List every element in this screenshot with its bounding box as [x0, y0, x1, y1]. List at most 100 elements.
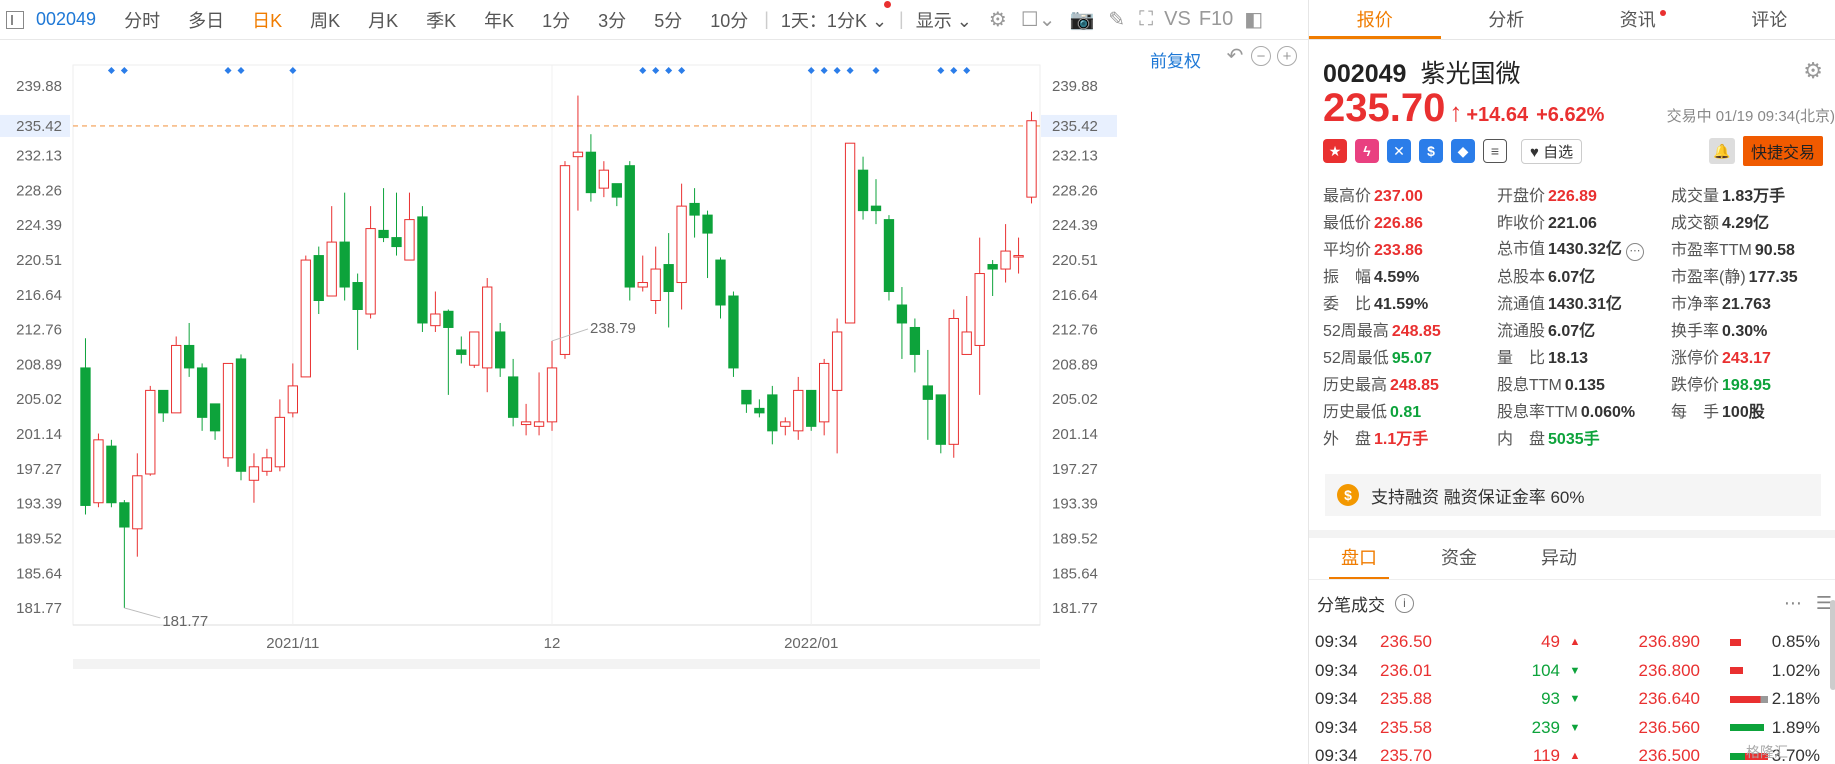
- quote-label: 成交额: [1671, 214, 1720, 232]
- kline-chart[interactable]: 2021/11 12 2022/01 239.88 239.88 235.42 235.42…: [0, 40, 1308, 764]
- tick-time: 09:34: [1315, 717, 1358, 737]
- more-icon[interactable]: ⋯: [1625, 242, 1644, 261]
- quote-row: 52周最低 95.07 量 比 18.13 涨停价 243.17: [1323, 342, 1833, 369]
- margin-banner[interactable]: $ 支持融资 融资保证金率 60%: [1325, 474, 1821, 516]
- dollar-icon[interactable]: $: [1419, 139, 1443, 163]
- quote-value: 90.58: [1754, 241, 1795, 259]
- quote-value: 6.07亿: [1548, 322, 1596, 340]
- tab-order-book[interactable]: 盘口: [1329, 538, 1389, 579]
- panel-icon[interactable]: ◧: [1244, 9, 1264, 31]
- square-select-icon[interactable]: ☐⌄: [1020, 9, 1056, 31]
- display-select[interactable]: 显示 ⌄: [915, 10, 972, 31]
- tab-news[interactable]: 资讯: [1572, 0, 1704, 39]
- period-tab-0[interactable]: 分时: [124, 10, 161, 31]
- tick-row: 09:34 235.58 239 ▼ 236.560 1.89%: [1315, 714, 1825, 743]
- tick-price: 235.70: [1380, 746, 1432, 764]
- period-tabs: 分时 多日 日K 周K 月K 季K 年K 1分 3分 5分 10分: [110, 7, 762, 33]
- period-tab-10[interactable]: 10分: [710, 10, 749, 31]
- y-tick-label-left: 201.14: [16, 426, 62, 443]
- tab-anomaly[interactable]: 异动: [1541, 548, 1577, 568]
- tick-time: 09:34: [1315, 689, 1358, 709]
- tab-analysis[interactable]: 分析: [1488, 10, 1525, 30]
- y-tick-label-right: 216.64: [1052, 287, 1098, 304]
- tick-price: 236.01: [1380, 660, 1432, 680]
- connect-icon[interactable]: ✕: [1387, 139, 1411, 163]
- quote-label: 外 盘: [1323, 430, 1372, 448]
- quote-value: 0.060%: [1580, 403, 1636, 421]
- quick-trade-button[interactable]: 快捷交易: [1742, 136, 1823, 166]
- quote-label: 总股本: [1497, 268, 1546, 286]
- quote-label: 52周最低: [1323, 349, 1389, 367]
- price-line: 235.70 ↑ +14.64 +6.62% 交易中 01/19 09:34(北…: [1323, 86, 1835, 131]
- quote-value: 4.59%: [1374, 268, 1420, 286]
- range-select[interactable]: 1天：1分K ⌄: [781, 0, 892, 33]
- kline-svg[interactable]: 2021/11 12 2022/01 239.88 239.88 235.42 235.42…: [0, 40, 1308, 764]
- period-tab-9[interactable]: 5分: [654, 10, 683, 31]
- bell-icon[interactable]: 🔔: [1708, 138, 1735, 164]
- period-tab-6[interactable]: 年K: [484, 10, 515, 31]
- quote-cell: 流通值 1430.31亿: [1497, 290, 1671, 314]
- quote-cell: 总股本 6.07亿: [1497, 263, 1671, 287]
- vs-button[interactable]: VS: [1164, 8, 1191, 30]
- zoom-in-icon[interactable]: +: [1277, 46, 1297, 66]
- price-change-pct: +6.62%: [1536, 104, 1605, 126]
- quote-label: 流通值: [1497, 295, 1546, 313]
- tab-comments[interactable]: 评论: [1751, 10, 1788, 30]
- tick-bar-wrap: [1700, 638, 1760, 646]
- candle-body: [365, 228, 376, 315]
- undo-icon[interactable]: ↶: [1226, 45, 1244, 67]
- period-tab-5[interactable]: 季K: [426, 10, 457, 31]
- quote-label: 股息TTM: [1497, 376, 1562, 394]
- quote-row: 最低价 226.86 昨收价 221.06 成交额 4.29亿: [1323, 207, 1833, 234]
- settings-icon[interactable]: ⚙: [988, 9, 1007, 31]
- china-flag-icon[interactable]: ★: [1323, 139, 1347, 163]
- book-icon[interactable]: ≡: [1483, 139, 1507, 163]
- quote-cell: 52周最高 248.85: [1323, 317, 1497, 341]
- quote-value: 248.85: [1390, 376, 1439, 394]
- high-label: 238.79: [590, 320, 636, 337]
- period-tab-8[interactable]: 3分: [598, 10, 627, 31]
- event-marker: [820, 67, 828, 74]
- lightning-icon[interactable]: ϟ: [1355, 139, 1379, 163]
- candle-body: [819, 362, 830, 423]
- quote-cell: 股息率TTM 0.060%: [1497, 398, 1671, 422]
- tick-bar: [1730, 667, 1744, 675]
- candle-body: [507, 376, 519, 418]
- restore-right-button[interactable]: 前复权: [1150, 52, 1201, 71]
- stock-code[interactable]: 002049: [36, 9, 97, 29]
- candle-body: [546, 367, 558, 423]
- quote-row: 历史最低 0.81 股息率TTM 0.060% 每 手 100股: [1323, 396, 1833, 423]
- candle-body: [274, 416, 286, 468]
- candle-body: [909, 326, 921, 355]
- tick-scrollbar[interactable]: [1830, 600, 1835, 690]
- quote-row: 外 盘 1.1万手内 盘 5035手: [1323, 423, 1833, 450]
- quote-cell: 每 手 100股: [1671, 398, 1833, 422]
- add-favorite-button[interactable]: ♥ 自选: [1521, 138, 1583, 164]
- period-tab-2[interactable]: 日K: [252, 10, 283, 31]
- period-tab-4[interactable]: 月K: [368, 10, 399, 31]
- fullscreen-icon[interactable]: ⛶: [1139, 8, 1154, 30]
- tick-bar-wrap: [1700, 724, 1765, 732]
- quote-cell: 外 盘 1.1万手: [1323, 425, 1497, 449]
- tag-icon[interactable]: ◆: [1451, 139, 1475, 163]
- f10-button[interactable]: F10: [1198, 8, 1234, 30]
- tick-row: 09:34 235.88 93 ▼ 236.640 2.18%: [1315, 685, 1825, 714]
- stock-header: 002049 紫光国微 ⚙: [1323, 54, 1823, 90]
- pen-icon[interactable]: ✎: [1108, 9, 1126, 31]
- more-icon[interactable]: ⋯: [1783, 592, 1802, 613]
- period-tab-1[interactable]: 多日: [188, 10, 225, 31]
- tick-title: 分笔成交: [1317, 595, 1385, 615]
- gear-icon[interactable]: ⚙: [1803, 58, 1823, 83]
- sidebar-toggle-icon[interactable]: [6, 10, 24, 29]
- tick-bar: [1730, 638, 1742, 646]
- camera-icon[interactable]: 📷: [1069, 9, 1095, 31]
- tab-quote[interactable]: 报价: [1309, 0, 1441, 39]
- tab-funds[interactable]: 资金: [1441, 548, 1477, 568]
- info-icon[interactable]: i: [1395, 593, 1414, 613]
- period-tab-7[interactable]: 1分: [542, 10, 571, 31]
- zoom-out-icon[interactable]: −: [1251, 46, 1271, 66]
- zoom-controls: ↶ − +: [1225, 46, 1297, 66]
- menu-icon[interactable]: ☰: [1815, 592, 1832, 613]
- period-tab-3[interactable]: 周K: [310, 10, 341, 31]
- event-marker: [807, 67, 815, 74]
